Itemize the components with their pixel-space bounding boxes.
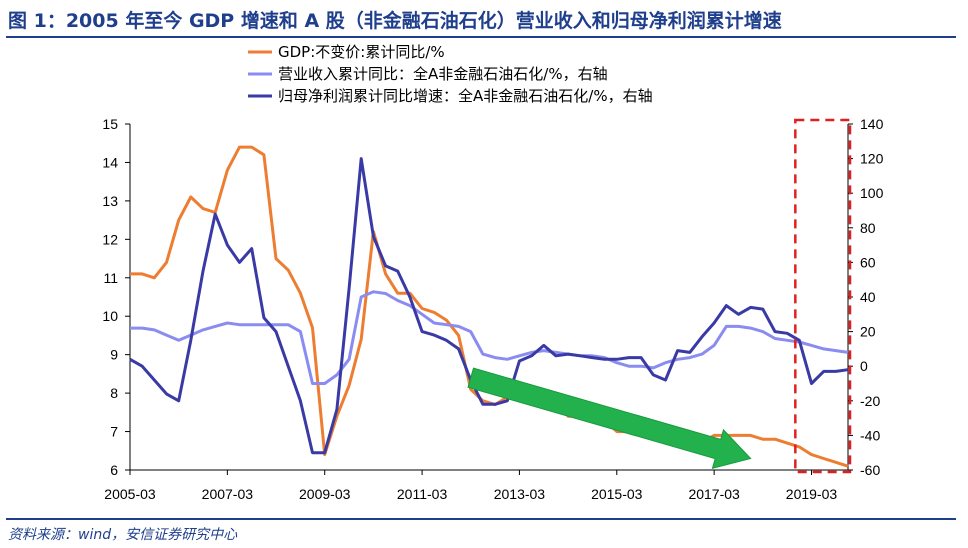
legend-label-1: GDP:不变价:累计同比/% [278,43,445,61]
figure-title: 图 1：2005 年至今 GDP 增速和 A 股（非金融石油石化）营业收入和归母… [8,10,782,32]
left-tick-label: 14 [102,154,118,170]
right-tick-label: -20 [860,393,880,409]
x-tick-label: 2019-03 [786,486,838,502]
right-tick-label: 40 [860,289,876,305]
axes [129,124,849,471]
bottom-divider [6,518,956,520]
series-lines [129,145,849,468]
left-tick-label: 13 [102,193,118,209]
right-tick-label: -60 [860,462,880,478]
x-tick-label: 2005-03 [104,486,156,502]
legend-label-3: 归母净利润累计同比增速：全A非金融石油石化/%，右轴 [278,87,653,105]
left-tick-label: 6 [110,462,118,478]
x-tick-label: 2015-03 [591,486,643,502]
left-tick-label: 10 [102,308,118,324]
right-tick-label: 120 [860,151,884,167]
right-tick-label: 20 [860,324,876,340]
trend-arrow [467,367,752,470]
series-line-2 [130,290,849,385]
x-tick-label: 2009-03 [299,486,351,502]
right-tick-label: 140 [860,116,884,132]
highlight-box [794,118,852,474]
x-tick-label: 2011-03 [397,486,448,502]
right-tick-label: 60 [860,254,876,270]
x-axis-ticks: 2005-03 2007-03 2009-03 2011-03 2013-03 2015-… [104,470,837,502]
left-tick-label: 11 [103,270,118,286]
x-tick-label: 2007-03 [202,486,254,502]
right-tick-label: 100 [860,185,884,201]
left-tick-label: 8 [110,385,118,401]
x-tick-label: 2017-03 [688,486,740,502]
right-tick-label: -40 [860,427,880,443]
left-tick-label: 7 [110,424,118,440]
x-tick-label: 2013-03 [494,486,546,502]
right-tick-label: 80 [860,220,876,236]
legend: GDP:不变价:累计同比/% 营业收入累计同比：全A非金融石油石化/%，右轴归母净… [248,43,653,105]
left-axis-ticks: 6 7 8 9 10 11 12 13 14 15 [102,116,130,478]
annotations [467,118,852,474]
series-line-3 [129,157,849,455]
right-tick-label: 0 [860,358,868,374]
left-tick-label: 12 [102,231,118,247]
legend-label-2: 营业收入累计同比：全A非金融石油石化/%，右轴 [278,65,608,83]
series-line-1 [130,145,849,468]
source-note: 资料来源：wind，安信证券研究中心 [8,527,238,543]
right-axis-ticks: -60 -40 -20 0 20 40 60 80 100 120 140 [848,116,884,478]
left-tick-label: 9 [110,347,118,363]
left-tick-label: 15 [102,116,118,132]
title-divider [6,36,956,38]
